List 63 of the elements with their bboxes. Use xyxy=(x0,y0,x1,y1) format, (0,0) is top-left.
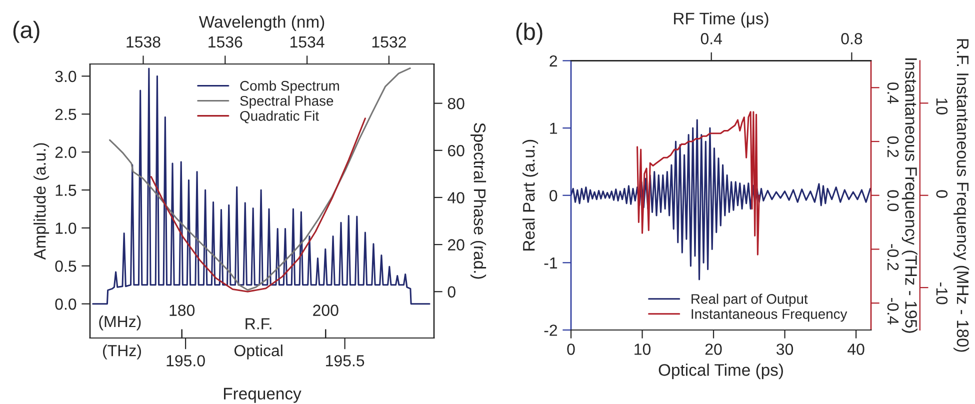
chart-title: (a) xyxy=(13,20,40,43)
annotation: R.F. xyxy=(246,318,272,330)
x2-tick-label: 1538 xyxy=(126,36,160,48)
x-tick-label: 40 xyxy=(848,344,864,355)
y-tick-label: 0.5 xyxy=(55,260,76,272)
x2-tick-label: 1536 xyxy=(208,36,242,48)
y-tick-label: -1 xyxy=(544,257,558,268)
annotation: 180 xyxy=(170,304,195,316)
y2-tick-label: 80 xyxy=(448,98,464,110)
y2-axis-title: Instantaneous Frequency (THz - 195) xyxy=(902,58,918,333)
x-tick-label: 30 xyxy=(776,344,794,355)
y2-tick-label: 0 xyxy=(448,286,456,298)
x-tick-label: 0 xyxy=(567,344,575,355)
x2-tick-label: 1534 xyxy=(290,36,324,48)
y2-axis-title: Spectral Phase (rad.) xyxy=(470,123,486,279)
y2-tick-label: 60 xyxy=(448,145,464,156)
y2-tick-label: 0.2 xyxy=(887,136,899,158)
x2-tick-label: 0.8 xyxy=(841,33,862,44)
x-tick-label: 10 xyxy=(634,344,651,355)
y-tick-label: 1.5 xyxy=(56,184,76,196)
y3-tick-label: -10 xyxy=(936,282,948,304)
y3-tick-label: 0 xyxy=(936,190,948,198)
legend-label: Real part of Output xyxy=(692,294,808,307)
y-tick-label: 0.0 xyxy=(55,298,76,310)
line-series xyxy=(92,68,430,305)
y-axis-title: Amplitude (a.u.) xyxy=(34,143,50,260)
y2-tick-label: 40 xyxy=(448,192,464,204)
y2-tick-label: 0.4 xyxy=(887,82,899,104)
y3-tick-label: 10 xyxy=(936,98,948,114)
y2-tick-label: 20 xyxy=(448,239,464,250)
y-tick-label: 1 xyxy=(550,122,558,134)
legend-label: Spectral Phase xyxy=(240,96,334,109)
annotation: (MHz) xyxy=(99,315,141,330)
x-axis-title: Optical Time (ps) xyxy=(658,364,783,380)
x-tick-label: 20 xyxy=(705,344,722,355)
y-tick-label: 1.0 xyxy=(56,222,76,234)
y-tick-label: 2.0 xyxy=(55,146,76,158)
y-axis-title: Real Part (a.u.) xyxy=(522,140,538,250)
y2-tick-label: 0.0 xyxy=(887,190,899,212)
y-tick-label: -2 xyxy=(544,324,558,336)
x2-tick-label: 0.4 xyxy=(700,33,722,44)
legend-label: Instantaneous Frequency xyxy=(692,309,848,322)
annotation: 200 xyxy=(313,304,338,316)
line-series xyxy=(108,67,411,291)
legend-label: Comb Spectrum xyxy=(240,80,339,94)
y2-tick-label: -0.2 xyxy=(887,244,899,270)
text: Optical xyxy=(234,344,282,360)
y-tick-label: 3.0 xyxy=(55,70,76,82)
y-tick-label: 2 xyxy=(550,55,558,66)
x-axis-title: Frequency xyxy=(224,388,302,403)
y3-axis-title: R.F. Instantaneous Frequency (MHz - 180) xyxy=(954,39,970,352)
x-tick-label: 195.0 xyxy=(166,355,205,366)
text: (THz) xyxy=(103,344,141,360)
x2-tick-label: 1532 xyxy=(372,36,406,48)
line-series xyxy=(571,119,871,280)
x-tick-label: 195.5 xyxy=(326,355,364,366)
y2-tick-label: -0.4 xyxy=(887,298,899,324)
x2-axis-title: RF Time (μs) xyxy=(674,12,768,28)
chart-title: (b) xyxy=(516,22,542,45)
y-tick-label: 2.5 xyxy=(55,108,76,120)
y-tick-label: 0 xyxy=(550,190,558,202)
legend-label: Quadratic Fit xyxy=(240,110,319,124)
x2-axis-title: Wavelength (nm) xyxy=(198,16,324,32)
